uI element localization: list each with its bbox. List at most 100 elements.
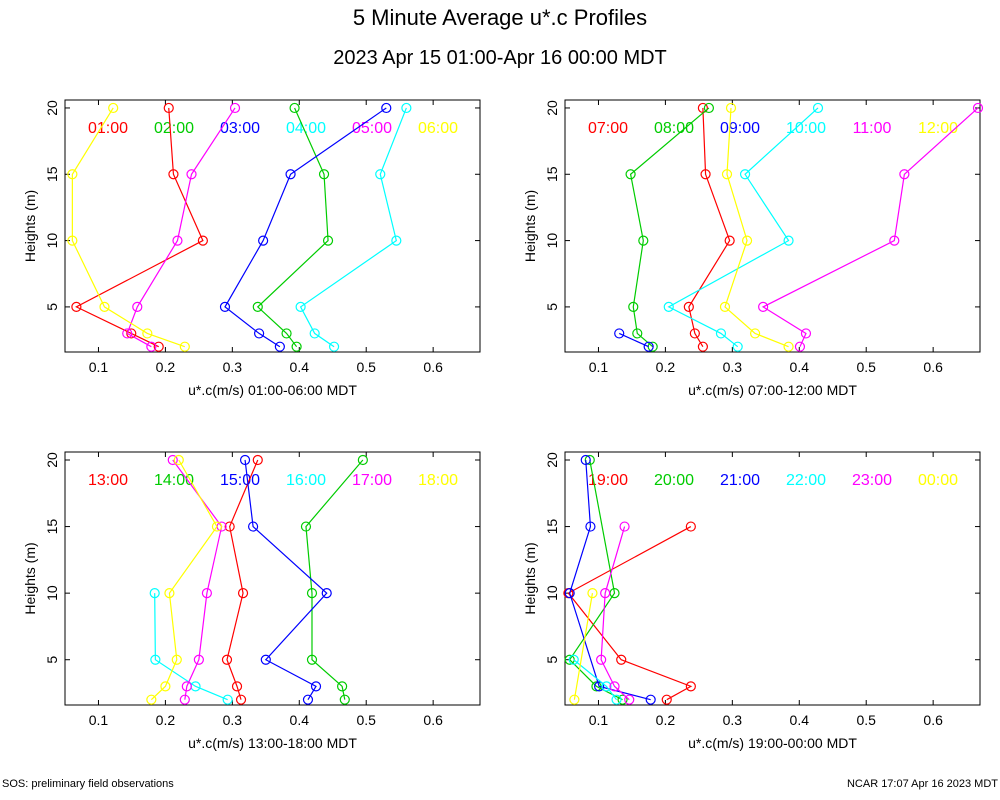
- marker: [585, 521, 596, 532]
- legend-entry: 04:00: [286, 120, 326, 137]
- marker: [381, 102, 392, 114]
- legend-entry: 18:00: [418, 472, 458, 489]
- marker: [391, 235, 402, 246]
- marker: [237, 588, 249, 599]
- x-tick-label: 0.1: [589, 712, 609, 728]
- marker: [783, 235, 794, 246]
- profile-line: [226, 459, 259, 700]
- legend-entry: 17:00: [352, 472, 392, 489]
- legend-entry: 11:00: [853, 120, 892, 137]
- marker: [318, 169, 330, 180]
- x-tick-label: 0.3: [223, 359, 243, 375]
- marker: [337, 681, 348, 692]
- x-axis-label: u*.c(m/s) 13:00-18:00 MDT: [188, 735, 357, 751]
- profile-line: [150, 459, 218, 701]
- profile-line: [667, 107, 819, 348]
- marker: [328, 341, 340, 352]
- x-axis-label: u*.c(m/s) 07:00-12:00 MDT: [688, 382, 857, 398]
- marker: [624, 694, 635, 705]
- y-tick-label: 15: [44, 519, 60, 535]
- marker: [167, 454, 178, 466]
- marker: [594, 681, 605, 692]
- marker: [260, 654, 271, 665]
- marker: [800, 328, 812, 339]
- marker: [171, 654, 182, 665]
- marker: [719, 301, 731, 313]
- profile-line: [724, 107, 789, 348]
- marker: [173, 454, 184, 466]
- marker: [67, 235, 78, 246]
- marker: [619, 521, 630, 532]
- marker: [291, 341, 302, 352]
- marker: [616, 654, 627, 665]
- x-tick-label: 0.2: [656, 359, 676, 375]
- marker: [683, 301, 694, 313]
- legend-entry: 01:00: [88, 120, 128, 137]
- x-tick-label: 0.4: [790, 712, 810, 728]
- legend-entry: 23:00: [852, 472, 892, 489]
- x-tick-label: 0.2: [656, 712, 676, 728]
- marker: [164, 588, 175, 599]
- x-tick-label: 0.5: [856, 359, 876, 375]
- legend-entry: 05:00: [352, 120, 392, 137]
- y-tick-label: 20: [544, 452, 560, 468]
- x-tick-label: 0.6: [923, 359, 943, 375]
- y-tick-label: 5: [44, 656, 60, 664]
- marker: [375, 169, 386, 180]
- profile-line: [629, 107, 710, 348]
- y-tick-label: 20: [544, 100, 560, 116]
- plot-frame: [64, 99, 481, 353]
- marker: [661, 694, 672, 705]
- marker: [181, 681, 192, 692]
- marker: [794, 341, 806, 352]
- x-tick-label: 0.3: [723, 359, 743, 375]
- marker: [596, 654, 607, 665]
- marker: [146, 694, 157, 705]
- marker: [221, 654, 233, 665]
- x-tick-label: 0.6: [423, 712, 443, 728]
- marker: [149, 588, 160, 599]
- legend-entry: 16:00: [286, 472, 326, 489]
- profile-line: [567, 526, 693, 701]
- marker: [749, 328, 761, 339]
- y-axis-label: Heights (m): [22, 190, 38, 262]
- x-tick-label: 0.5: [356, 359, 376, 375]
- marker: [783, 341, 794, 352]
- marker: [142, 328, 153, 339]
- profile-line: [761, 107, 979, 347]
- x-tick-label: 0.1: [89, 712, 109, 728]
- marker: [201, 588, 213, 599]
- y-tick-label: 15: [44, 166, 60, 182]
- x-tick-label: 0.2: [156, 712, 176, 728]
- x-tick-label: 0.6: [423, 359, 443, 375]
- marker: [193, 654, 204, 665]
- x-tick-label: 0.1: [589, 359, 609, 375]
- marker: [339, 694, 350, 705]
- marker: [812, 102, 824, 114]
- x-tick-label: 0.5: [356, 712, 376, 728]
- marker: [160, 681, 171, 692]
- marker: [172, 235, 183, 246]
- y-tick-label: 5: [44, 303, 60, 311]
- marker: [645, 694, 656, 705]
- profile-line: [688, 107, 731, 348]
- y-tick-label: 10: [44, 233, 60, 249]
- figure-title: 5 Minute Average u*.c Profiles: [353, 5, 647, 30]
- marker: [252, 301, 263, 313]
- marker: [569, 694, 580, 705]
- profile-line: [71, 107, 186, 348]
- x-tick-label: 0.6: [923, 712, 943, 728]
- marker: [122, 328, 133, 339]
- marker: [584, 454, 595, 466]
- marker: [321, 588, 332, 599]
- marker: [357, 454, 368, 466]
- marker: [108, 102, 119, 114]
- profile-line: [568, 459, 623, 701]
- legend-entry: 10:00: [786, 120, 826, 137]
- profile-line: [224, 107, 387, 348]
- legend-entry: 12:00: [918, 120, 958, 137]
- profile-line: [573, 593, 594, 700]
- profile-line: [154, 593, 228, 701]
- x-tick-label: 0.5: [856, 712, 876, 728]
